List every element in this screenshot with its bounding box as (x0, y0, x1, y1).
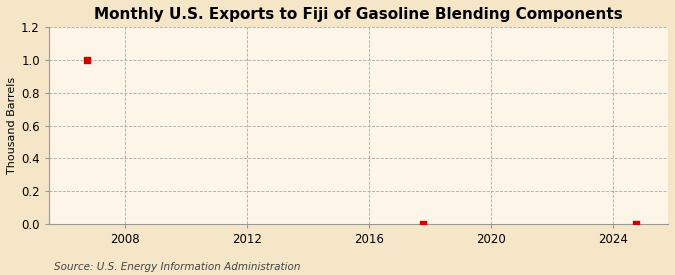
Point (82, 58, 92, 62)
Point (417, 222, 428, 226)
Point (630, 222, 641, 226)
Title: Monthly U.S. Exports to Fiji of Gasoline Blending Components: Monthly U.S. Exports to Fiji of Gasoline… (94, 7, 623, 22)
Text: Source: U.S. Energy Information Administration: Source: U.S. Energy Information Administ… (54, 262, 300, 272)
Y-axis label: Thousand Barrels: Thousand Barrels (7, 77, 17, 174)
